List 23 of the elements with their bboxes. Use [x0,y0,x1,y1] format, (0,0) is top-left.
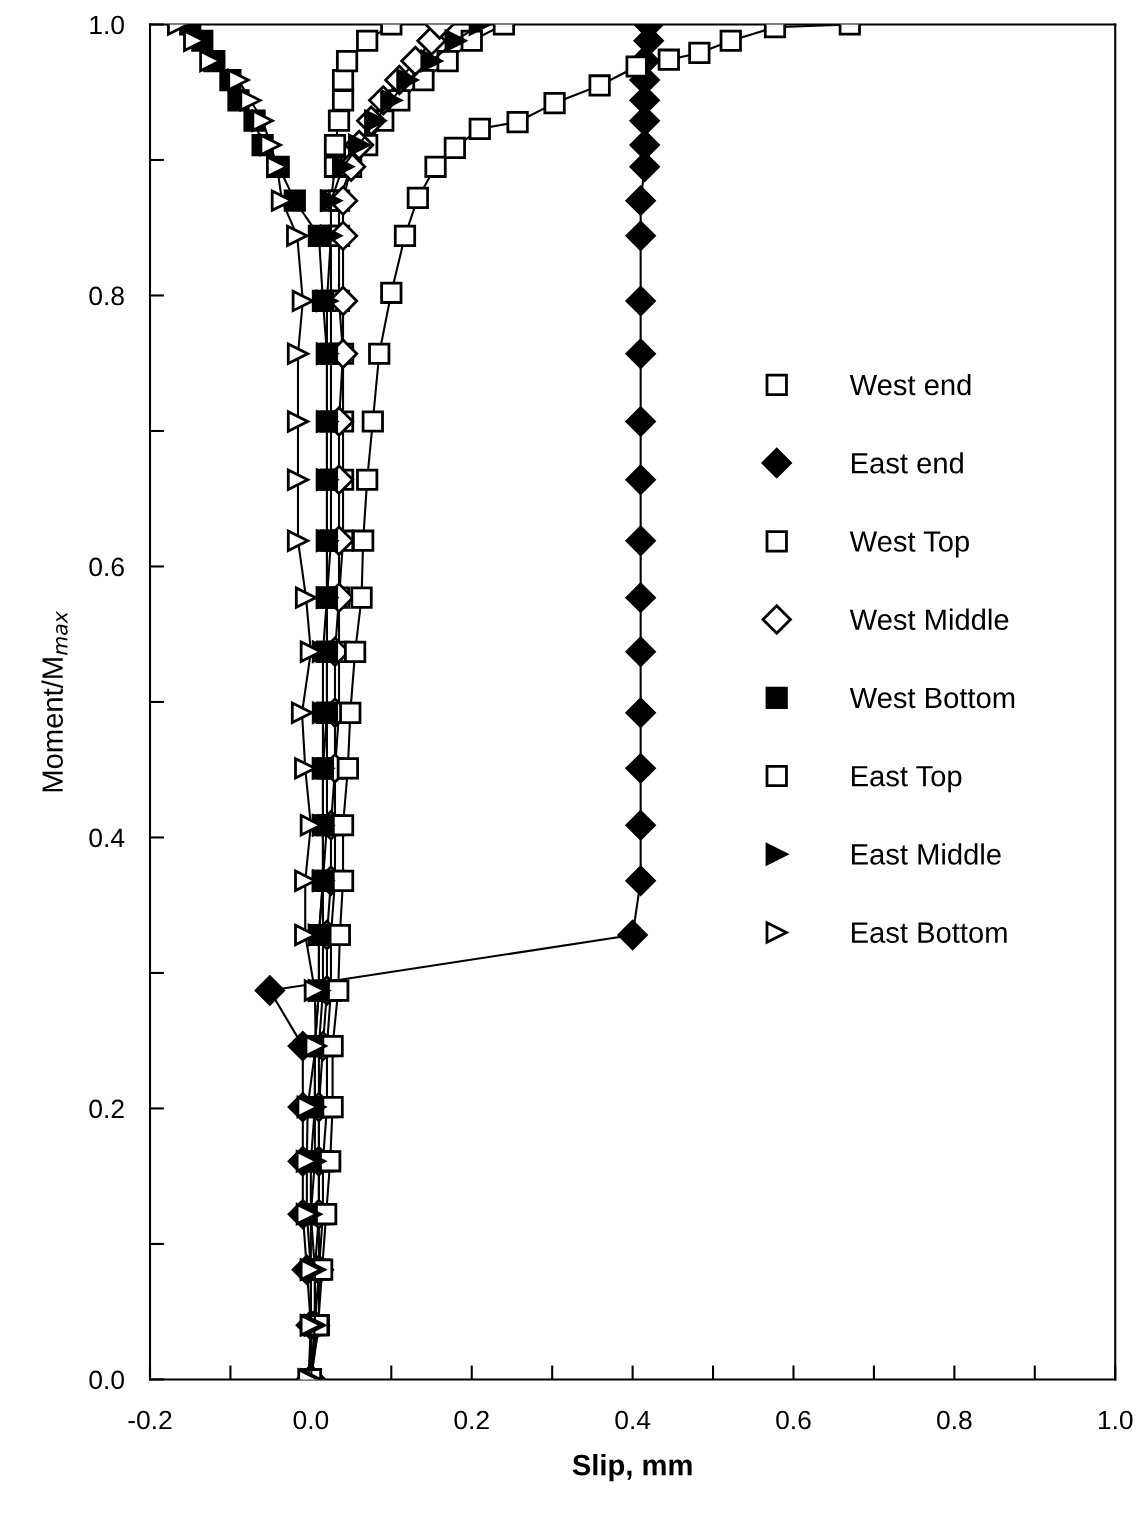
x-tick-label: 0.2 [454,1410,489,1430]
y-tick-label: 0.8 [89,286,124,306]
legend-label: West end [849,373,971,396]
x-tick-label: 0.4 [615,1410,651,1430]
y-axis-title: Moment/M$_{max}$ [41,611,68,792]
x-axis-title: Slip, mm [572,1454,692,1482]
legend-label: East Middle [852,843,1001,865]
legend-label: East end [852,452,963,474]
y-tick-label: 0.4 [89,828,125,848]
y-tick-label: 0.0 [89,1370,124,1390]
x-tick-label: 0.0 [293,1410,329,1430]
x-tick-label: 0.8 [937,1410,972,1430]
y-tick-label: 0.2 [89,1099,124,1119]
legend-label: East Top [852,766,962,793]
y-tick-label: 0.6 [89,557,124,577]
legend-label: West Bottom [849,687,1015,709]
x-tick-label: 0.6 [776,1410,811,1430]
x-tick-label: 1.0 [1098,1410,1133,1430]
y-tick-label: 1.0 [90,15,124,35]
legend-label: West Middle [849,608,1009,631]
legend-label: East Bottom [852,922,1007,943]
legend-label: West Top [849,531,969,558]
x-tick-label: -0.2 [128,1410,172,1430]
